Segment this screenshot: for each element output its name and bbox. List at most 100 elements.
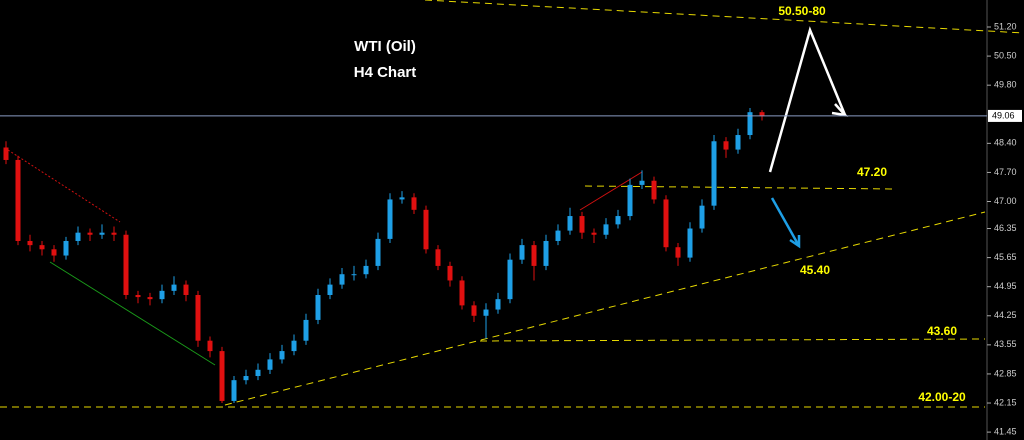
candle-body (435, 249, 441, 266)
candle-body (627, 184, 633, 217)
candle-body (351, 274, 357, 276)
candle-body (255, 369, 261, 377)
candle-body (219, 351, 225, 401)
y-tick-label: 46.35 (994, 223, 1017, 233)
candle-body (123, 234, 129, 295)
candle-body (87, 232, 93, 235)
candle-body (663, 199, 669, 248)
scenario-arrow (768, 26, 847, 173)
candle-body (51, 249, 57, 256)
candle-body (15, 159, 21, 241)
scenario-arrow (770, 197, 801, 247)
candle-body (411, 197, 417, 210)
candle-body (723, 141, 729, 150)
candle-body (171, 284, 177, 291)
candle-body (651, 180, 657, 200)
candle-body (111, 232, 117, 235)
last-price-label: 49.06 (992, 110, 1015, 120)
y-tick-label: 42.85 (994, 368, 1017, 378)
candle-body (615, 216, 621, 225)
annotation: 42.00-20 (918, 390, 966, 404)
candle-body (63, 240, 69, 256)
y-tick-label: 44.25 (994, 310, 1017, 320)
candle-body (363, 265, 369, 275)
candle-body (711, 141, 717, 206)
candle-body (195, 294, 201, 341)
annotation: 45.40 (800, 263, 830, 277)
arrow-head (789, 235, 801, 249)
trend-line (224, 211, 986, 406)
candle-body (699, 205, 705, 229)
chart-title: WTI (Oil) (354, 38, 416, 55)
candle-body (27, 240, 33, 246)
candle-body (147, 297, 153, 300)
candle-body (543, 240, 549, 266)
candle-body (639, 180, 645, 185)
candle-body (447, 265, 453, 281)
annotation: 47.20 (857, 165, 887, 179)
candle-body (519, 245, 525, 260)
level-line (479, 338, 986, 342)
y-tick-label: 47.70 (994, 167, 1017, 177)
y-tick-label: 48.40 (994, 138, 1017, 148)
candle-body (399, 197, 405, 200)
candle-body (579, 216, 585, 233)
candle-body (207, 340, 213, 352)
candle-body (531, 245, 537, 266)
candle-body (759, 112, 765, 116)
y-tick-label: 49.80 (994, 80, 1017, 90)
resistance-line (424, 0, 1024, 34)
candle-body (3, 147, 9, 160)
candle-body (567, 216, 573, 231)
candle-body (135, 294, 141, 298)
candle-body (555, 230, 561, 241)
candle-body (75, 232, 81, 241)
candle-body (471, 305, 477, 316)
y-tick-label: 44.95 (994, 281, 1017, 291)
candle-body (675, 247, 681, 258)
candle-body (687, 228, 693, 258)
candle-body (183, 284, 189, 295)
y-tick-label: 51.20 (994, 21, 1017, 31)
candle-body (387, 199, 393, 239)
candle-body (339, 274, 345, 285)
channel-line (579, 171, 643, 211)
candle-body (231, 380, 237, 401)
y-tick-label: 47.00 (994, 196, 1017, 206)
candle-body (603, 224, 609, 235)
candle-body (243, 376, 249, 381)
candle-body (375, 238, 381, 266)
candle-body (747, 112, 753, 136)
candle-body (279, 351, 285, 360)
arrow-head (831, 103, 849, 117)
candle-body (423, 209, 429, 250)
y-tick-label: 45.65 (994, 252, 1017, 262)
annotation: 50.50-80 (778, 4, 826, 18)
candle-body (735, 135, 741, 150)
candle-body (327, 284, 333, 295)
y-tick-label: 41.45 (994, 426, 1017, 436)
candle-body (303, 319, 309, 341)
candle-body (159, 290, 165, 300)
candle-body (459, 280, 465, 306)
annotation: 43.60 (927, 324, 957, 338)
candle-body (591, 232, 597, 235)
candle-body (507, 259, 513, 300)
candle-body (483, 309, 489, 316)
candle-body (99, 232, 105, 235)
channel-line (49, 261, 216, 366)
y-tick-label: 50.50 (994, 50, 1017, 60)
level-line (584, 185, 896, 190)
candle-body (267, 359, 273, 370)
candle-body (315, 294, 321, 320)
last-price-box (988, 109, 1022, 122)
y-tick-label: 43.55 (994, 339, 1017, 349)
candle-body (291, 340, 297, 352)
candle-body (39, 245, 45, 250)
candle-body (495, 299, 501, 310)
y-tick-label: 42.15 (994, 397, 1017, 407)
chart-subtitle: H4 Chart (354, 64, 417, 81)
